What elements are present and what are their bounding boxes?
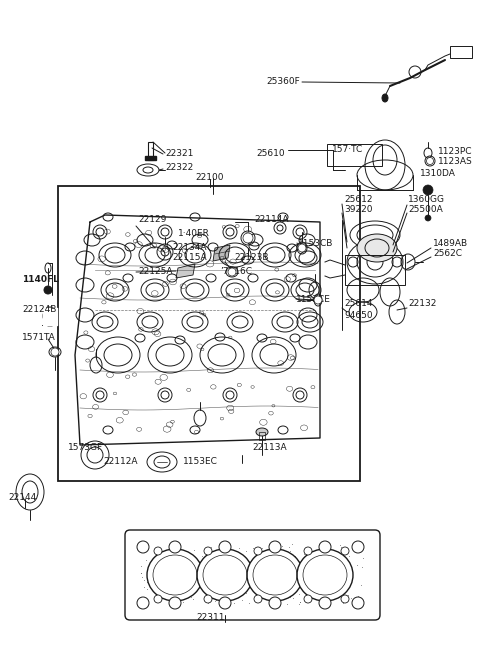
- Bar: [450, 46, 472, 58]
- Ellipse shape: [423, 185, 433, 195]
- Text: 39220: 39220: [344, 206, 372, 214]
- Ellipse shape: [247, 549, 303, 601]
- Ellipse shape: [298, 244, 306, 252]
- Ellipse shape: [169, 541, 181, 553]
- Bar: [148, 142, 153, 160]
- Text: 22322: 22322: [165, 164, 193, 173]
- Text: 1123PC: 1123PC: [438, 148, 472, 156]
- Text: 25360F: 25360F: [266, 78, 300, 87]
- Ellipse shape: [154, 547, 162, 555]
- Text: 1573GF: 1573GF: [68, 443, 103, 453]
- Ellipse shape: [154, 595, 162, 603]
- Text: 22113A: 22113A: [252, 443, 287, 453]
- Ellipse shape: [137, 541, 149, 553]
- Ellipse shape: [297, 549, 353, 601]
- Ellipse shape: [44, 286, 52, 294]
- Ellipse shape: [425, 215, 431, 221]
- Bar: [327, 144, 382, 166]
- Text: 22115A: 22115A: [172, 254, 206, 263]
- Text: 22124B: 22124B: [22, 304, 56, 313]
- Text: 25612: 25612: [344, 194, 372, 204]
- Polygon shape: [176, 264, 195, 278]
- Text: 1·40ER: 1·40ER: [178, 229, 210, 237]
- Text: 22311: 22311: [196, 612, 225, 622]
- Text: 22123B: 22123B: [234, 254, 268, 263]
- Text: 22100: 22100: [195, 173, 224, 183]
- Ellipse shape: [51, 348, 59, 356]
- Ellipse shape: [304, 547, 312, 555]
- Text: 1123AS: 1123AS: [438, 158, 473, 166]
- Ellipse shape: [341, 595, 349, 603]
- Text: 1153CB: 1153CB: [298, 238, 334, 248]
- Bar: [145, 156, 156, 160]
- Ellipse shape: [228, 268, 236, 276]
- Ellipse shape: [319, 541, 331, 553]
- Text: 1153EC: 1153EC: [183, 457, 218, 466]
- Ellipse shape: [254, 547, 262, 555]
- Text: 2562C: 2562C: [433, 250, 462, 258]
- Ellipse shape: [137, 597, 149, 609]
- Ellipse shape: [204, 547, 212, 555]
- Text: 157·TC: 157·TC: [332, 145, 363, 154]
- Text: ’7516C: ’7516C: [220, 267, 252, 275]
- Ellipse shape: [357, 234, 397, 262]
- Ellipse shape: [219, 597, 231, 609]
- Text: 22125A: 22125A: [138, 267, 172, 275]
- Text: 22129: 22129: [138, 215, 167, 225]
- FancyBboxPatch shape: [125, 530, 380, 620]
- Text: 94650: 94650: [344, 311, 372, 319]
- Text: 22114A: 22114A: [254, 215, 288, 225]
- Ellipse shape: [147, 549, 203, 601]
- Text: 22134A: 22134A: [172, 242, 206, 252]
- Ellipse shape: [254, 595, 262, 603]
- Ellipse shape: [427, 158, 433, 164]
- Ellipse shape: [219, 541, 231, 553]
- Ellipse shape: [314, 296, 322, 304]
- Ellipse shape: [197, 549, 253, 601]
- Ellipse shape: [269, 541, 281, 553]
- Text: 22132: 22132: [408, 300, 436, 309]
- Text: 22321: 22321: [165, 148, 193, 158]
- Text: 1360GG: 1360GG: [408, 194, 445, 204]
- Ellipse shape: [352, 541, 364, 553]
- Bar: [58, 186, 360, 481]
- Text: 1571TA: 1571TA: [22, 334, 56, 342]
- Ellipse shape: [382, 94, 388, 102]
- Text: 25614: 25614: [344, 300, 372, 309]
- Bar: [345, 255, 405, 285]
- Text: 1153CE: 1153CE: [296, 294, 331, 304]
- Text: 25500A: 25500A: [408, 206, 443, 214]
- Polygon shape: [213, 245, 230, 261]
- Ellipse shape: [352, 597, 364, 609]
- Ellipse shape: [204, 595, 212, 603]
- Text: 1140FL: 1140FL: [22, 275, 59, 284]
- Text: 25610: 25610: [256, 148, 285, 158]
- Ellipse shape: [169, 597, 181, 609]
- Ellipse shape: [304, 595, 312, 603]
- Bar: [259, 432, 265, 440]
- Text: 1489AB: 1489AB: [433, 238, 468, 248]
- Ellipse shape: [341, 547, 349, 555]
- Ellipse shape: [269, 597, 281, 609]
- Ellipse shape: [243, 233, 253, 243]
- Ellipse shape: [319, 597, 331, 609]
- Text: 1310DA: 1310DA: [420, 168, 456, 177]
- Text: 22144: 22144: [8, 493, 36, 503]
- Ellipse shape: [256, 428, 268, 436]
- Text: 22112A: 22112A: [103, 457, 137, 466]
